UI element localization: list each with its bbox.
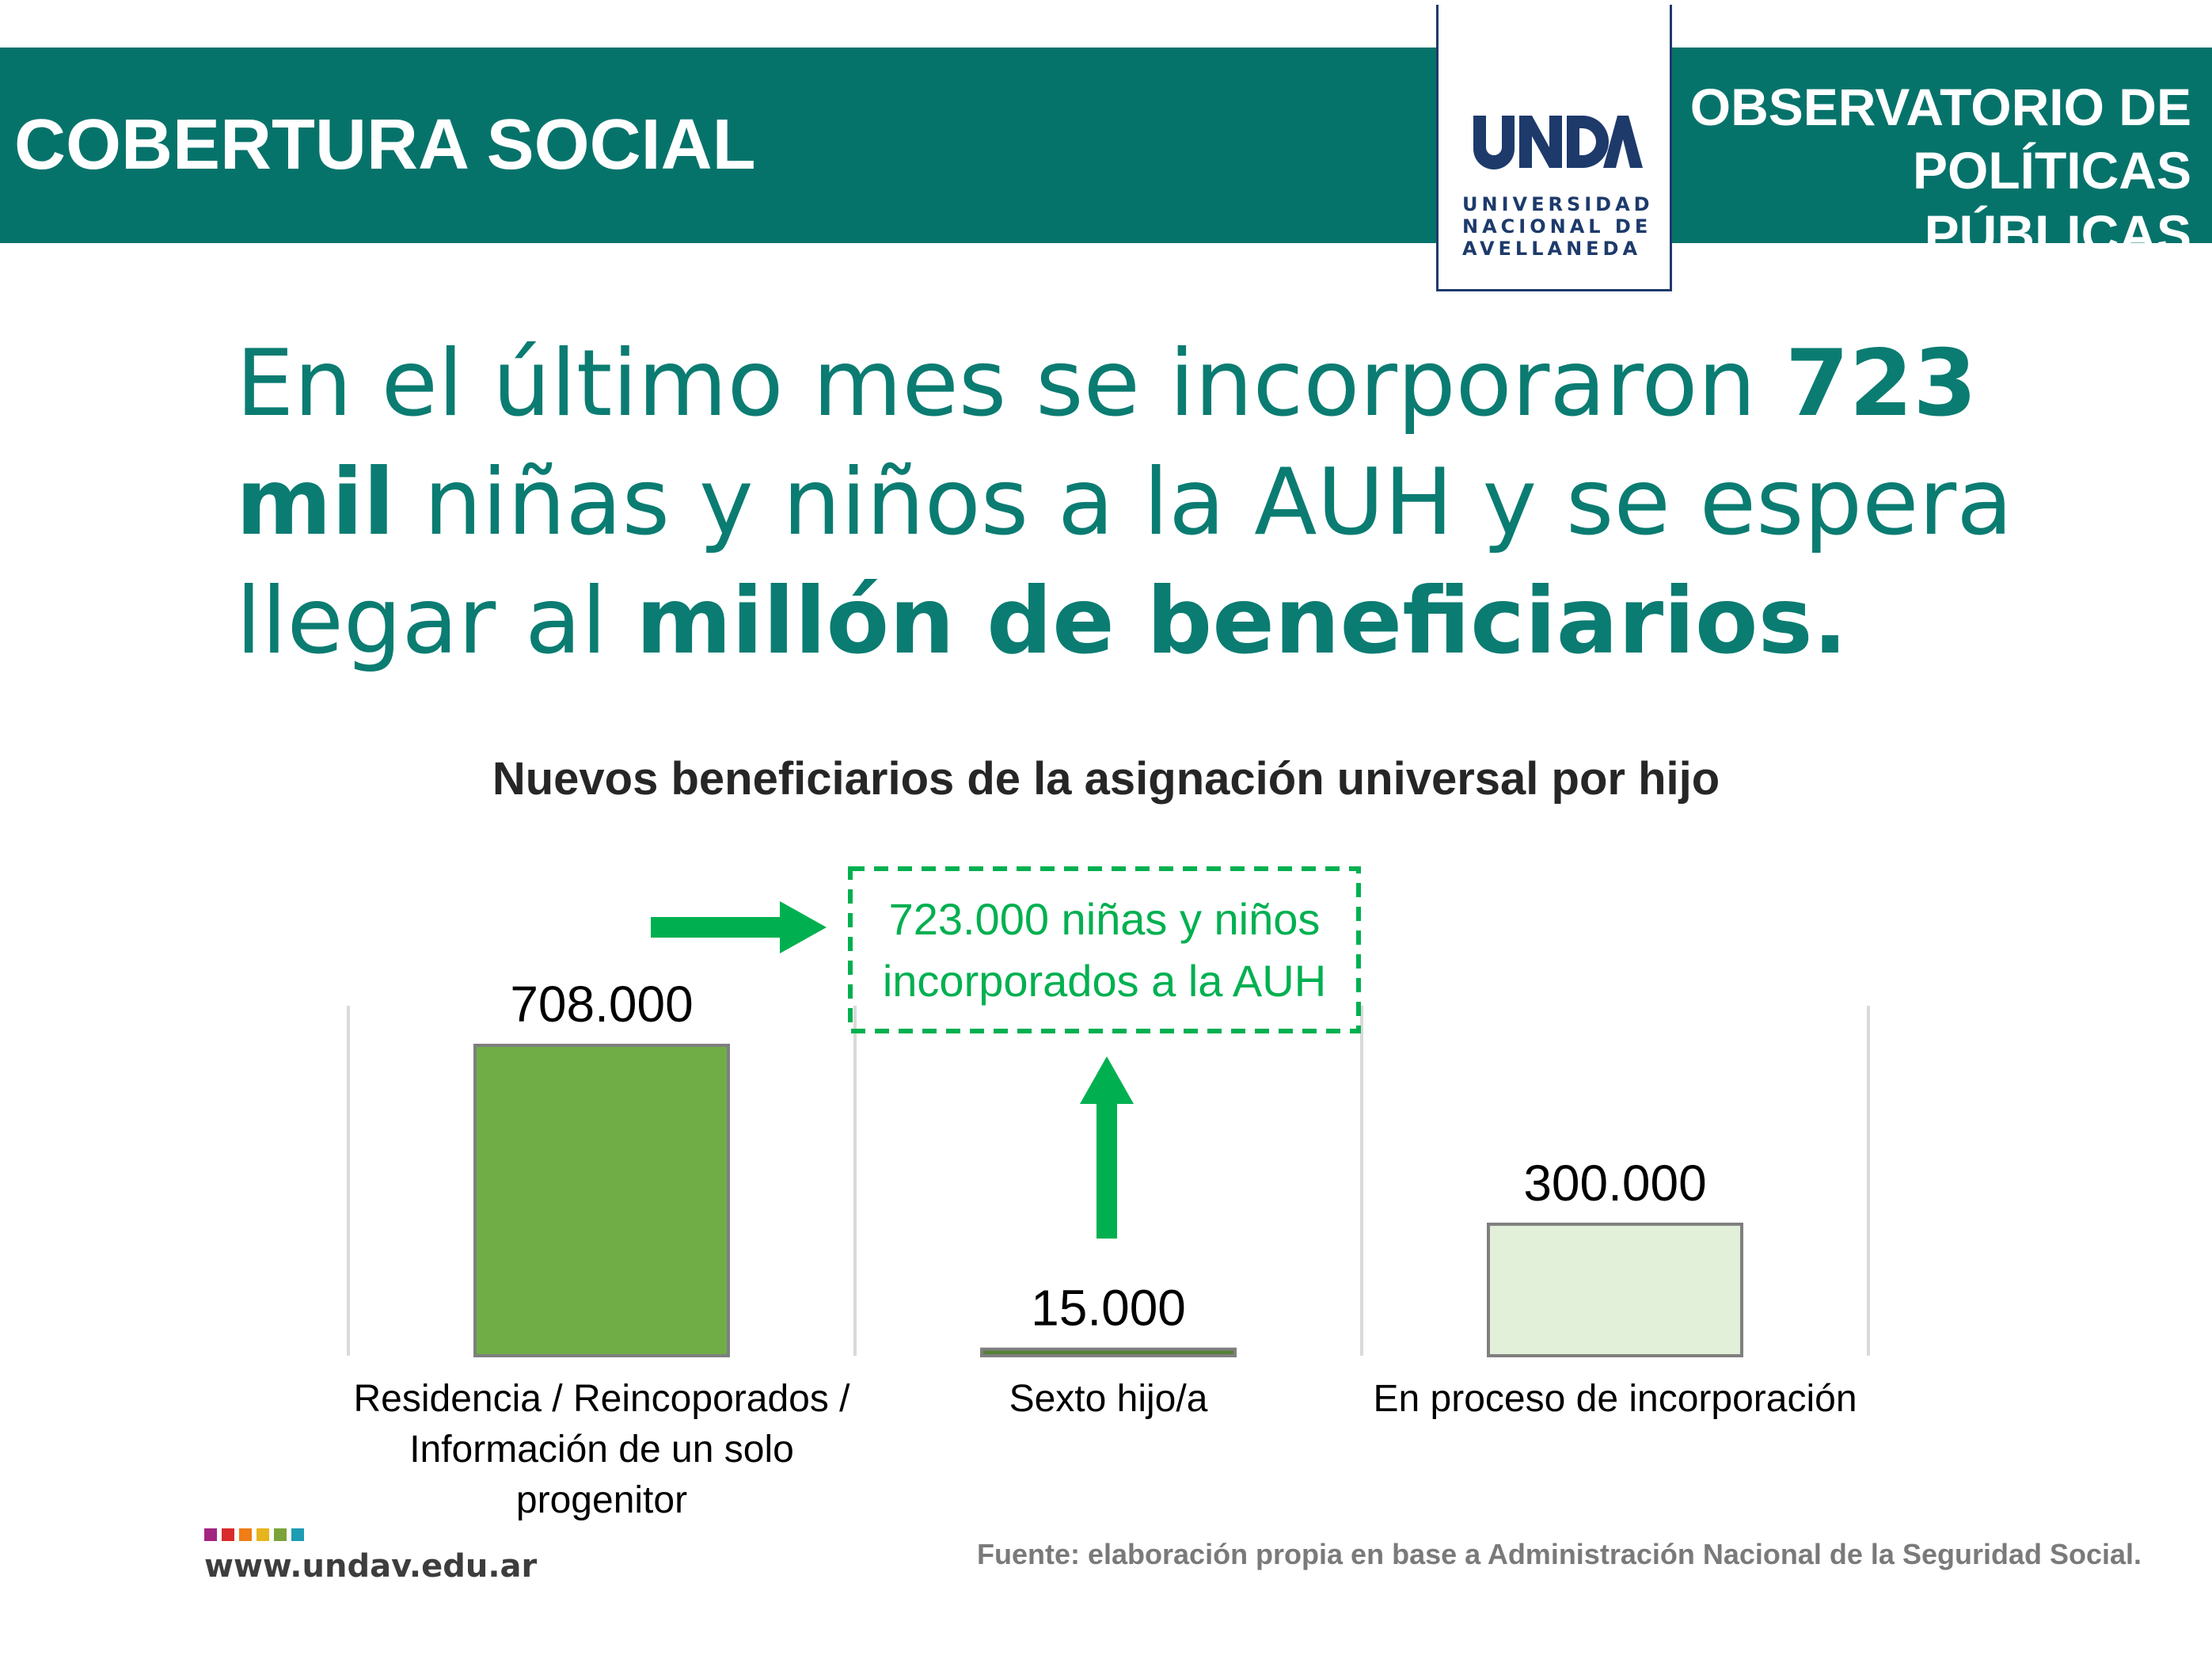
observatory-title-line2: POLÍTICAS PÚBLICAS (1912, 141, 2191, 263)
footer-dot (257, 1528, 269, 1541)
footer-dot (204, 1528, 217, 1541)
category-label-1: Información de un solo (409, 1429, 794, 1471)
footer-dot (291, 1528, 304, 1541)
logo-line-1: UNIVERSIDAD (1462, 193, 1654, 215)
university-logo-text: UNIVERSIDAD NACIONAL DE AVELLANEDA (1462, 193, 1652, 260)
category-label-3: En proceso de incorporación (1373, 1378, 1857, 1420)
headline-part1: En el último mes se incorporaron (236, 330, 1785, 437)
category-label-2: Sexto hijo/a (1009, 1378, 1208, 1420)
footer-url: www.undav.edu.ar (204, 1548, 538, 1585)
observatory-title: OBSERVATORIO DE POLÍTICAS PÚBLICAS (1637, 75, 2191, 265)
section-title: COBERTURA SOCIAL (14, 105, 756, 185)
headline-bold1: 723 mil (236, 330, 1978, 556)
headline-bold2: millón de beneficiarios. (636, 568, 1848, 675)
footer-dot (239, 1528, 252, 1541)
bar-2 (980, 1347, 1237, 1358)
undav-logo-icon (1473, 116, 1643, 169)
annotation-line1: 723.000 niñas y niños (889, 894, 1321, 944)
bar-value-label-1: 708.000 (510, 976, 693, 1033)
bar-value-label-3: 300.000 (1523, 1155, 1706, 1212)
annotation-line2: incorporados a la AUH (883, 956, 1326, 1006)
logo-line-2: NACIONAL DE (1462, 215, 1652, 238)
footer-source: Fuente: elaboración propia en base a Adm… (977, 1538, 2142, 1570)
arrow-up-head (1080, 1056, 1134, 1104)
bar-value-label-2: 15.000 (1031, 1280, 1186, 1337)
arrow-right-head (780, 901, 827, 953)
headline-part2: niñas y niños a la AUH y se espera llega… (236, 449, 2013, 675)
category-label-1: progenitor (516, 1479, 687, 1521)
arrow-right-shaft (651, 917, 784, 938)
footer-color-dots (204, 1528, 304, 1541)
observatory-title-line1: OBSERVATORIO DE (1689, 78, 2191, 136)
bar-3 (1487, 1222, 1743, 1358)
header-band (0, 48, 2212, 243)
footer-dot (222, 1528, 234, 1541)
chart-title: Nuevos beneficiarios de la asignación un… (492, 753, 1720, 805)
university-logo: UNIVERSIDAD NACIONAL DE AVELLANEDA (1436, 5, 1672, 291)
bar-1 (473, 1044, 730, 1357)
annotation-box (848, 866, 1361, 1033)
headline: En el último mes se incorporaron 723 mil… (236, 325, 2057, 681)
category-label-1: Residencia / Reincoporados / (353, 1378, 850, 1420)
footer-dot (274, 1528, 287, 1541)
logo-line-3: AVELLANEDA (1462, 238, 1642, 260)
arrow-up-shaft (1096, 1099, 1117, 1239)
